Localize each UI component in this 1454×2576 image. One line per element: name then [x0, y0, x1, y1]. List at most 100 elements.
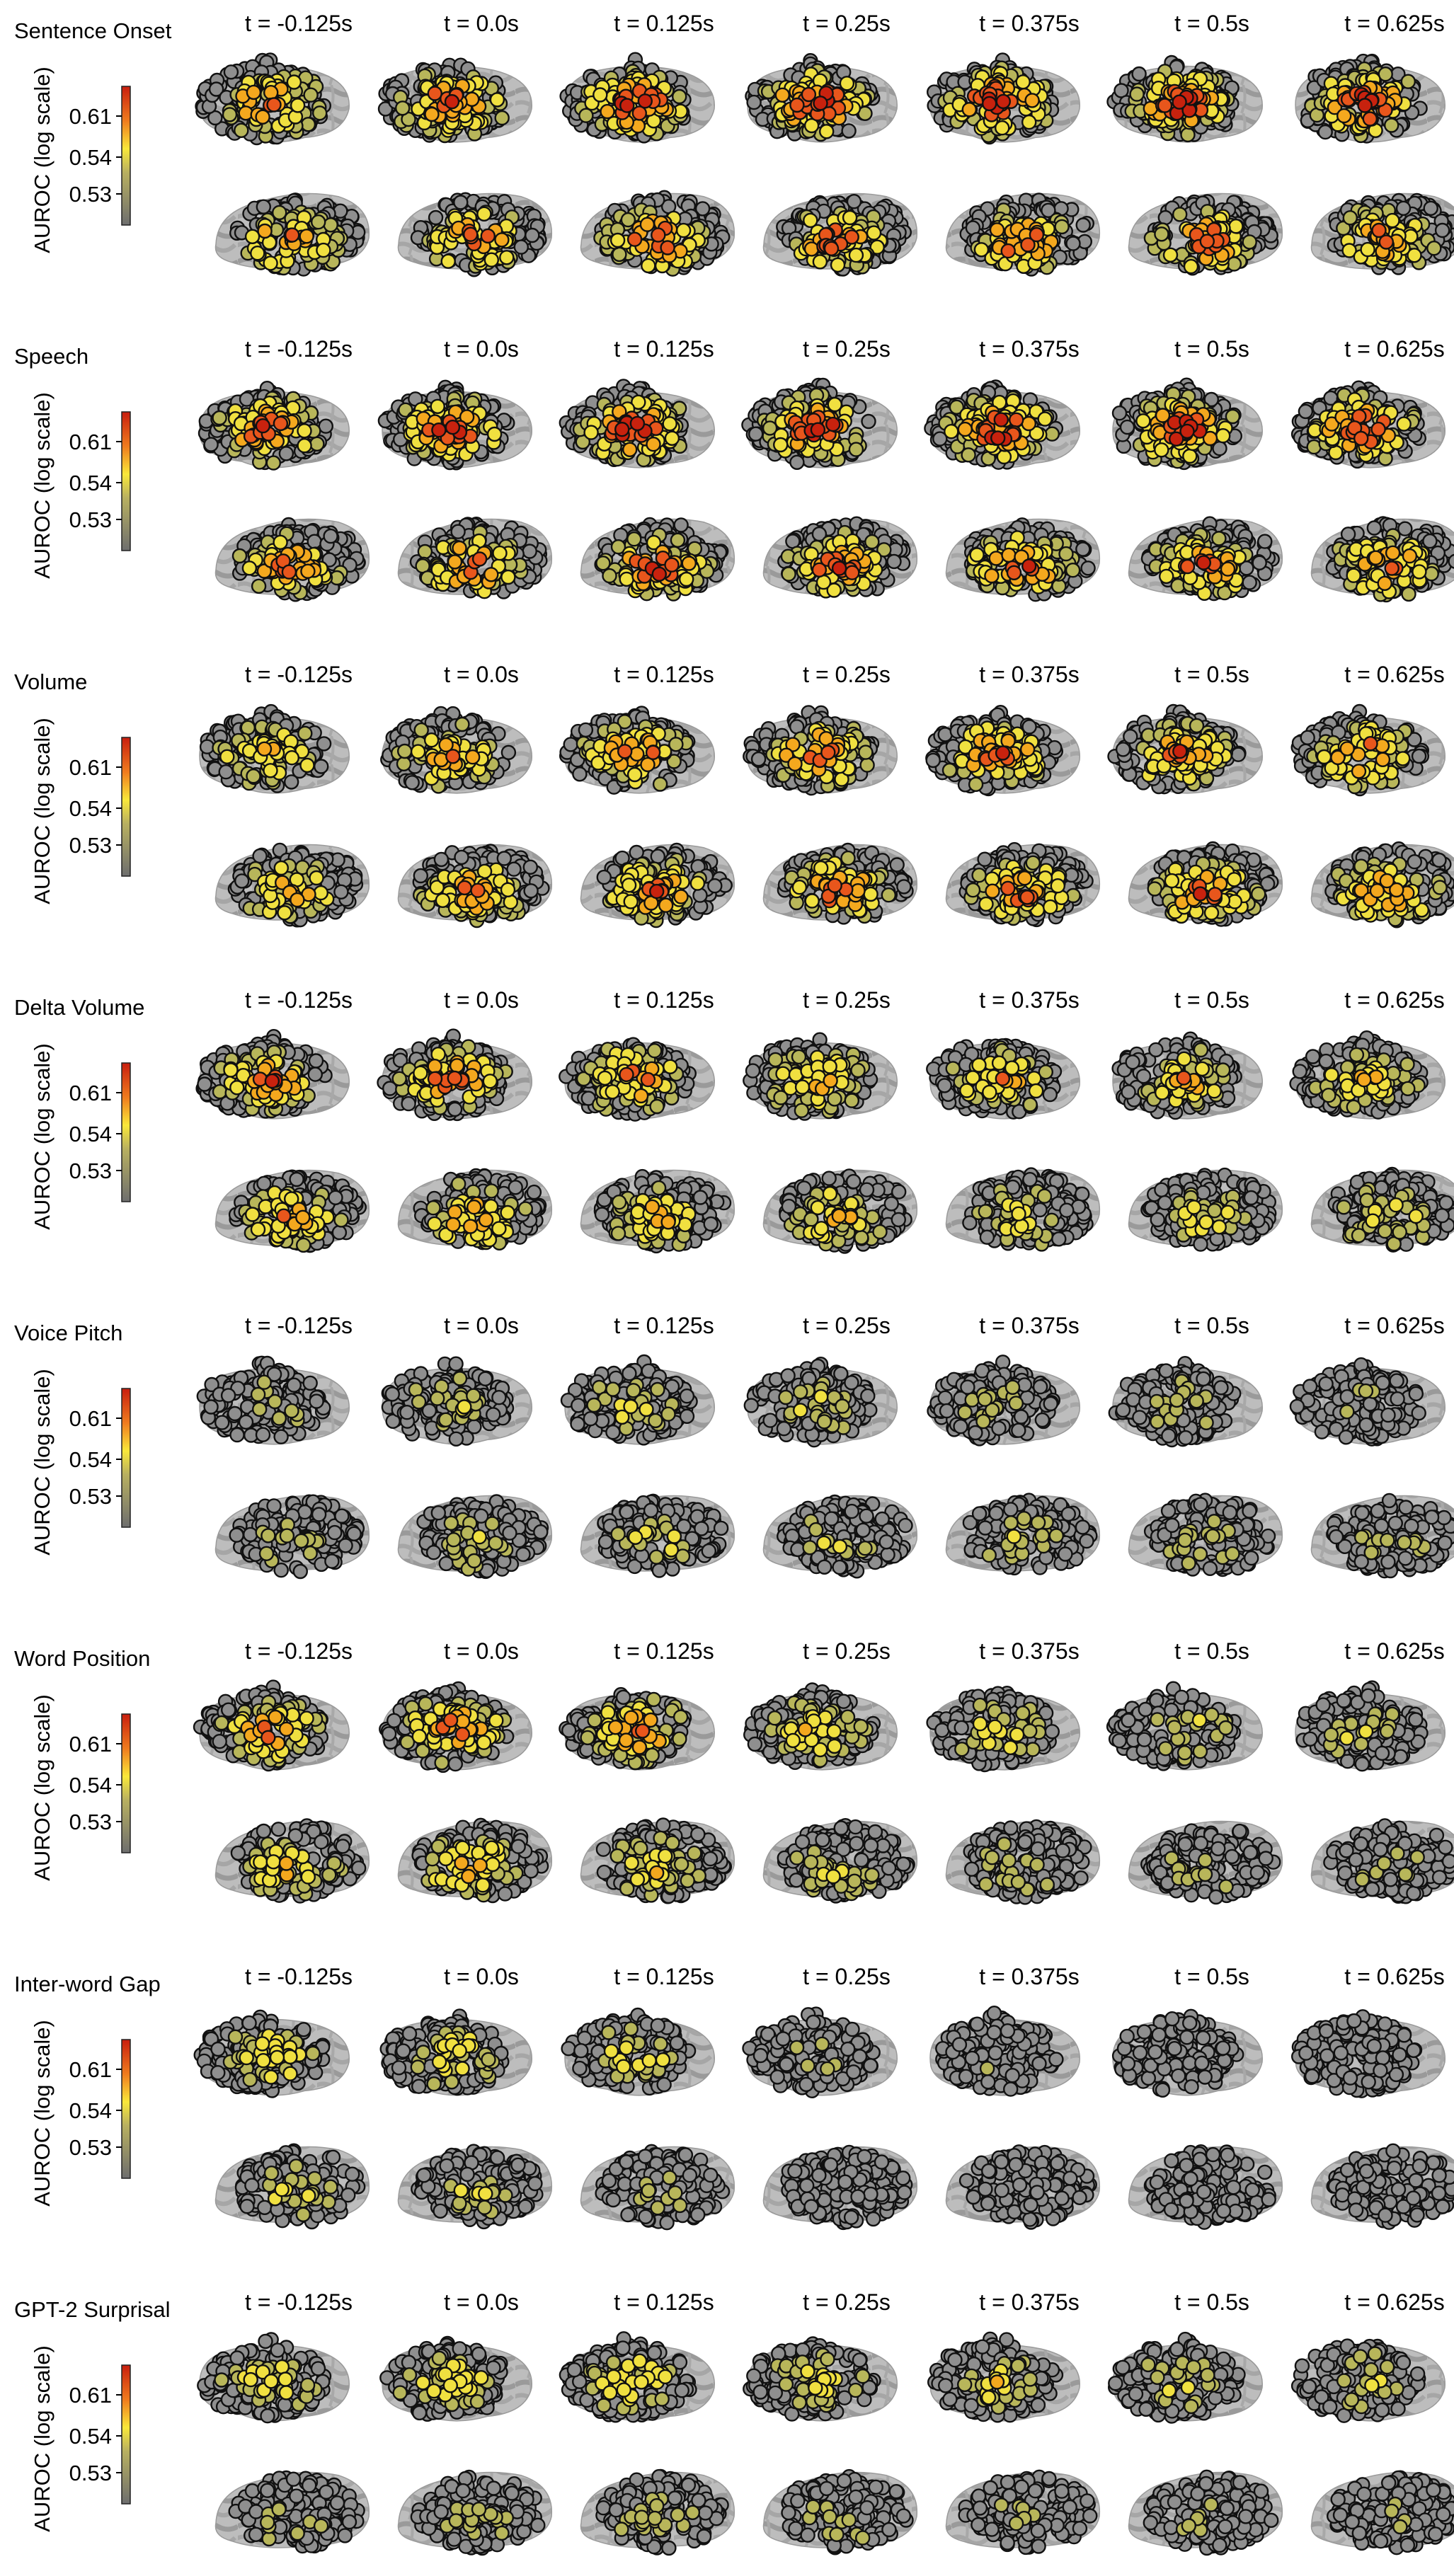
electrode-marker	[1080, 560, 1096, 576]
electrode-marker	[789, 97, 805, 113]
electrode-marker	[1370, 421, 1386, 437]
electrode-marker	[995, 93, 1012, 110]
electrode-marker	[1054, 219, 1070, 235]
colorbar-tick-label: 0.54	[69, 145, 112, 170]
electrode-marker	[861, 413, 876, 430]
electrode-marker	[483, 567, 499, 582]
electrode-marker	[454, 849, 469, 866]
electrode-marker	[866, 225, 882, 241]
electrode-marker	[299, 229, 314, 244]
electrode-marker	[234, 873, 250, 889]
time-panel: t = 0.625s	[1295, 11, 1454, 275]
electrode-marker	[223, 64, 239, 80]
colorbar-axis-label: AUROC (log scale)	[30, 718, 55, 904]
time-panel: t = -0.125s	[195, 11, 370, 277]
electrode-marker	[256, 199, 271, 214]
electrode-marker	[1402, 548, 1418, 564]
electrode-marker	[994, 120, 1010, 136]
electrode-marker	[961, 102, 978, 117]
electrode-marker	[746, 94, 762, 110]
electrode-marker	[572, 766, 588, 782]
colorbar-tick-label: 0.53	[69, 833, 112, 858]
electrode-marker	[818, 124, 835, 139]
electrode-marker	[1021, 415, 1037, 432]
electrode-marker	[609, 232, 626, 248]
electrode-marker	[641, 258, 656, 274]
electrode-marker	[297, 725, 313, 742]
electrode-marker	[810, 422, 826, 437]
time-label: t = 0.125s	[614, 11, 714, 36]
electrode-marker	[234, 122, 249, 139]
time-panel: t = 0.375s	[926, 11, 1101, 277]
electrode-marker	[208, 81, 224, 97]
electrode-marker	[651, 566, 667, 582]
electrode-marker	[841, 123, 857, 139]
electrode-marker	[629, 415, 646, 432]
electrode-marker	[1395, 200, 1412, 216]
electrode-marker	[445, 420, 461, 435]
electrode-marker	[662, 416, 677, 432]
electrode-marker	[284, 774, 299, 790]
electrode-marker	[813, 96, 828, 111]
electrode-marker	[1298, 403, 1314, 420]
electrode-marker	[307, 534, 322, 549]
electrode-marker	[318, 418, 333, 434]
electrode-marker	[1182, 448, 1198, 464]
electrode-marker	[285, 227, 300, 243]
electrode-marker	[988, 551, 1004, 566]
electrode-marker	[278, 446, 294, 461]
electrode-marker	[240, 720, 256, 736]
electrode-marker	[1199, 234, 1215, 249]
electrode-marker	[1020, 237, 1036, 253]
electrode-marker	[679, 571, 694, 587]
electrode-marker	[681, 556, 697, 571]
electrode-marker	[1346, 568, 1361, 583]
electrode-marker	[323, 217, 338, 233]
electrode-marker	[277, 905, 292, 921]
electrode-marker	[772, 437, 789, 453]
electrode-marker	[316, 242, 331, 258]
electrode-marker	[789, 454, 805, 470]
time-label: t = 0.0s	[444, 336, 519, 362]
electrode-marker	[500, 882, 516, 898]
electrode-marker	[1129, 86, 1145, 102]
electrode-marker	[423, 732, 440, 748]
electrode-marker	[255, 109, 270, 125]
electrode-marker	[563, 737, 578, 752]
electrode-marker	[803, 241, 820, 257]
electrode-marker	[1257, 534, 1273, 549]
electrode-marker	[252, 848, 268, 864]
electrode-marker	[1021, 114, 1037, 130]
electrode-marker	[1172, 207, 1188, 222]
electrode-marker	[1172, 94, 1187, 110]
electrode-marker	[465, 749, 481, 765]
electrode-marker	[445, 749, 461, 764]
electrode-marker	[1434, 222, 1450, 238]
time-label: t = 0.625s	[1344, 11, 1444, 36]
electrode-marker	[417, 544, 433, 560]
electrode-marker	[506, 861, 522, 877]
electrode-marker	[886, 553, 902, 570]
electrode-marker	[825, 416, 841, 432]
electrode-marker	[672, 88, 687, 105]
electrode-marker	[297, 438, 312, 454]
electrode-marker	[848, 442, 864, 457]
electrode-marker	[413, 722, 429, 738]
time-panel: t = 0.125s	[559, 336, 735, 602]
electrode-marker	[1412, 564, 1427, 580]
electrode-marker	[476, 206, 492, 222]
electrode-marker	[990, 430, 1006, 446]
electrode-marker	[831, 560, 847, 576]
time-panel: t = 0.0s	[377, 11, 553, 277]
electrode-marker	[251, 578, 267, 594]
electrode-marker	[486, 426, 503, 442]
electrode-marker	[457, 880, 472, 896]
electrode-marker	[241, 560, 258, 576]
electrode-marker	[830, 257, 846, 273]
electrode-marker	[494, 110, 510, 126]
electrode-marker	[846, 194, 862, 209]
electrode-marker	[494, 232, 510, 248]
electrode-marker	[397, 743, 413, 759]
